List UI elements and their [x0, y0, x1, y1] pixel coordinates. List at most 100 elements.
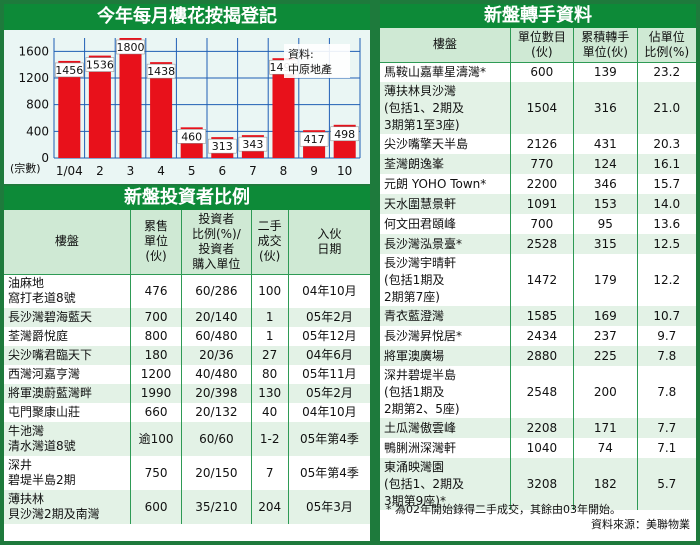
resale-table-header-cell: 佔單位 比例(%) [637, 28, 696, 63]
resale-table-header-cell: 樓盤 [380, 28, 511, 63]
table-cell: 05年2月 [288, 308, 370, 327]
table-cell: 153 [573, 194, 638, 214]
investor-table-header-row: 樓盤 累售 單位 (伙) 投資者 比例(%)/ 投資者 購入單位 二手 成交 (伙) 入… [4, 210, 370, 275]
table-cell: 2548 [510, 366, 575, 418]
table-row: 將軍澳廣場 2880 225 7.8 [380, 346, 696, 366]
table-cell: 16.1 [637, 154, 696, 174]
x-tick-label: 2 [96, 164, 104, 178]
resale-footnote-block: * 為02年開始錄得二手成交，其餘由03年開始。 資料來源：美聯物業 [386, 502, 690, 532]
resale-source: 資料來源：美聯物業 [591, 518, 690, 531]
table-cell: 179 [573, 254, 638, 306]
x-tick-label: 8 [280, 164, 288, 178]
table-cell: 20/398 [181, 384, 252, 403]
table-cell: 27 [251, 346, 289, 365]
table-cell: 2880 [510, 346, 575, 366]
table-cell: 逾100 [130, 422, 183, 456]
table-row: 荃灣爵悅庭 800 60/480 1 05年12月 [4, 327, 370, 346]
source-annotation: 中原地產 [288, 62, 332, 76]
table-cell: 1-2 [251, 422, 289, 456]
bar-value-label-bg [116, 39, 145, 55]
table-cell: 346 [573, 174, 638, 194]
table-cell: 05年3月 [288, 490, 370, 524]
y-axis-label: (宗數) [10, 161, 41, 175]
table-cell: 1 [251, 327, 289, 346]
table-row: 屯門聚康山莊 660 20/132 40 04年10月 [4, 403, 370, 422]
table-cell: 05年第4季 [299, 465, 359, 480]
table-cell: 13.6 [653, 216, 681, 231]
table-cell: 1504 [510, 82, 575, 134]
x-tick-label: 7 [249, 164, 257, 178]
resale-table: 樓盤 單位數目 (伙) 累積轉手 單位(伙) 佔單位 比例(%) 馬鞍山嘉華星濤灣* 6… [380, 28, 696, 510]
resale-table-header-cell: 單位數目 (伙) [510, 28, 575, 63]
table-cell: 169 [573, 306, 638, 326]
property-name-cell: 長沙灣泓景臺* [380, 234, 511, 254]
property-name-cell: 土瓜灣傲雲峰 [380, 418, 511, 438]
resale-table-header-row: 樓盤 單位數目 (伙) 累積轉手 單位(伙) 佔單位 比例(%) [380, 28, 696, 63]
table-row: 鴨脷洲深灣軒 1040 74 7.1 [380, 438, 696, 458]
table-cell: 431 [573, 134, 638, 154]
table-cell: 204 [251, 490, 289, 524]
table-cell: 04年10月 [302, 405, 357, 419]
table-row: 長沙灣宇晴軒 (包括1期及 2期第7座) 1472 179 12.2 [380, 254, 696, 306]
table-cell: 750 [130, 456, 183, 490]
table-cell: 20/132 [181, 403, 252, 422]
table-cell: 40/480 [181, 365, 252, 384]
table-cell: 5.7 [637, 458, 696, 510]
table-cell: 1585 [510, 306, 575, 326]
investor-table-header-cell: 二手 成交 (伙) [251, 210, 289, 275]
investor-table: 樓盤 累售 單位 (伙) 投資者 比例(%)/ 投資者 購入單位 二手 成交 (伙) 入… [4, 210, 370, 524]
table-cell: 95 [573, 214, 638, 234]
bar [272, 58, 295, 159]
table-row: 馬鞍山嘉華星濤灣* 600 139 23.2 [380, 62, 696, 82]
bar-value-label: 343 [242, 138, 263, 151]
property-name-cell: 青衣藍澄灣 [380, 306, 511, 326]
table-cell: 180 [130, 346, 183, 365]
bar [88, 55, 111, 158]
table-cell: 20.3 [653, 136, 681, 151]
table-cell: 800 [130, 327, 183, 346]
property-name-cell: 何文田君頤峰 [380, 214, 511, 234]
table-cell: 476 [130, 274, 183, 308]
table-row: 荃灣朗逸峯 770 124 16.1 [380, 154, 696, 174]
table-row: 薄扶林貝沙灣 (包括1、2期及 3期第1至3座) 1504 316 21.0 [380, 82, 696, 134]
bar-value-label-bg [238, 136, 268, 152]
table-row: 長沙灣碧海藍天 700 20/140 1 05年2月 [4, 308, 370, 327]
bar [150, 62, 173, 159]
table-cell: 100 [251, 274, 289, 308]
property-name-cell: 荃灣爵悅庭 [4, 327, 131, 346]
property-name-cell: 天水圍慧景軒 [380, 194, 511, 214]
property-name-cell: 深井 碧堤半島2期 [4, 456, 131, 490]
bar-value-label: 460 [181, 130, 202, 143]
table-cell: 1472 [510, 254, 575, 306]
table-cell: 05年2月 [288, 384, 370, 403]
bar [119, 38, 142, 158]
table-cell: 12.5 [637, 234, 696, 254]
bar-value-label: 498 [334, 128, 355, 141]
table-cell: 20/150 [181, 456, 252, 490]
mortgage-bar-chart: 1600 1200 800 400 0(宗數) 1456 1/04 1536 2 1800 3 143… [10, 38, 361, 178]
table-cell: 2126 [510, 134, 575, 154]
table-row: 青衣藍澄灣 1585 169 10.7 [380, 306, 696, 326]
table-cell: 2208 [510, 418, 575, 438]
mortgage-chart-panel: 1600 1200 800 400 0 (宗數) 1456 1/04 1536 2 1800 3 143… [4, 4, 370, 184]
bar [58, 60, 81, 158]
x-tick-label: 3 [127, 164, 135, 178]
investor-table-header-cell: 累售 單位 (伙) [130, 210, 183, 275]
source-annotation-label: 資料: [288, 47, 314, 61]
resale-table-panel: 樓盤 單位數目 (伙) 累積轉手 單位(伙) 佔單位 比例(%) 馬鞍山嘉華星濤灣* 6… [380, 28, 696, 541]
table-cell: 74 [573, 438, 638, 458]
table-row: 土瓜灣傲雲峰 2208 171 7.7 [380, 418, 696, 438]
property-name-cell: 長沙灣宇晴軒 (包括1期及 2期第7座) [380, 254, 511, 306]
table-row: 尖沙嘴擎天半島 2126 431 20.3 [380, 134, 696, 154]
property-name-cell: 馬鞍山嘉華星濤灣* [380, 62, 511, 82]
investor-table-header-cell: 投資者 比例(%)/ 投資者 購入單位 [181, 210, 252, 275]
table-cell: 182 [573, 458, 638, 510]
table-cell: 1091 [510, 194, 575, 214]
table-row: 尖沙嘴君臨天下 180 20/36 27 04年6月 [4, 346, 370, 365]
property-name-cell: 薄扶林 貝沙灣2期及南灣 [4, 490, 131, 524]
y-tick-label: 0 [41, 151, 49, 165]
bar-value-label: 1438 [147, 65, 175, 78]
table-row: 將軍澳蔚藍灣畔 1990 20/398 130 05年2月 [4, 384, 370, 403]
table-cell: 600 [130, 490, 183, 524]
table-cell: 80 [251, 365, 289, 384]
